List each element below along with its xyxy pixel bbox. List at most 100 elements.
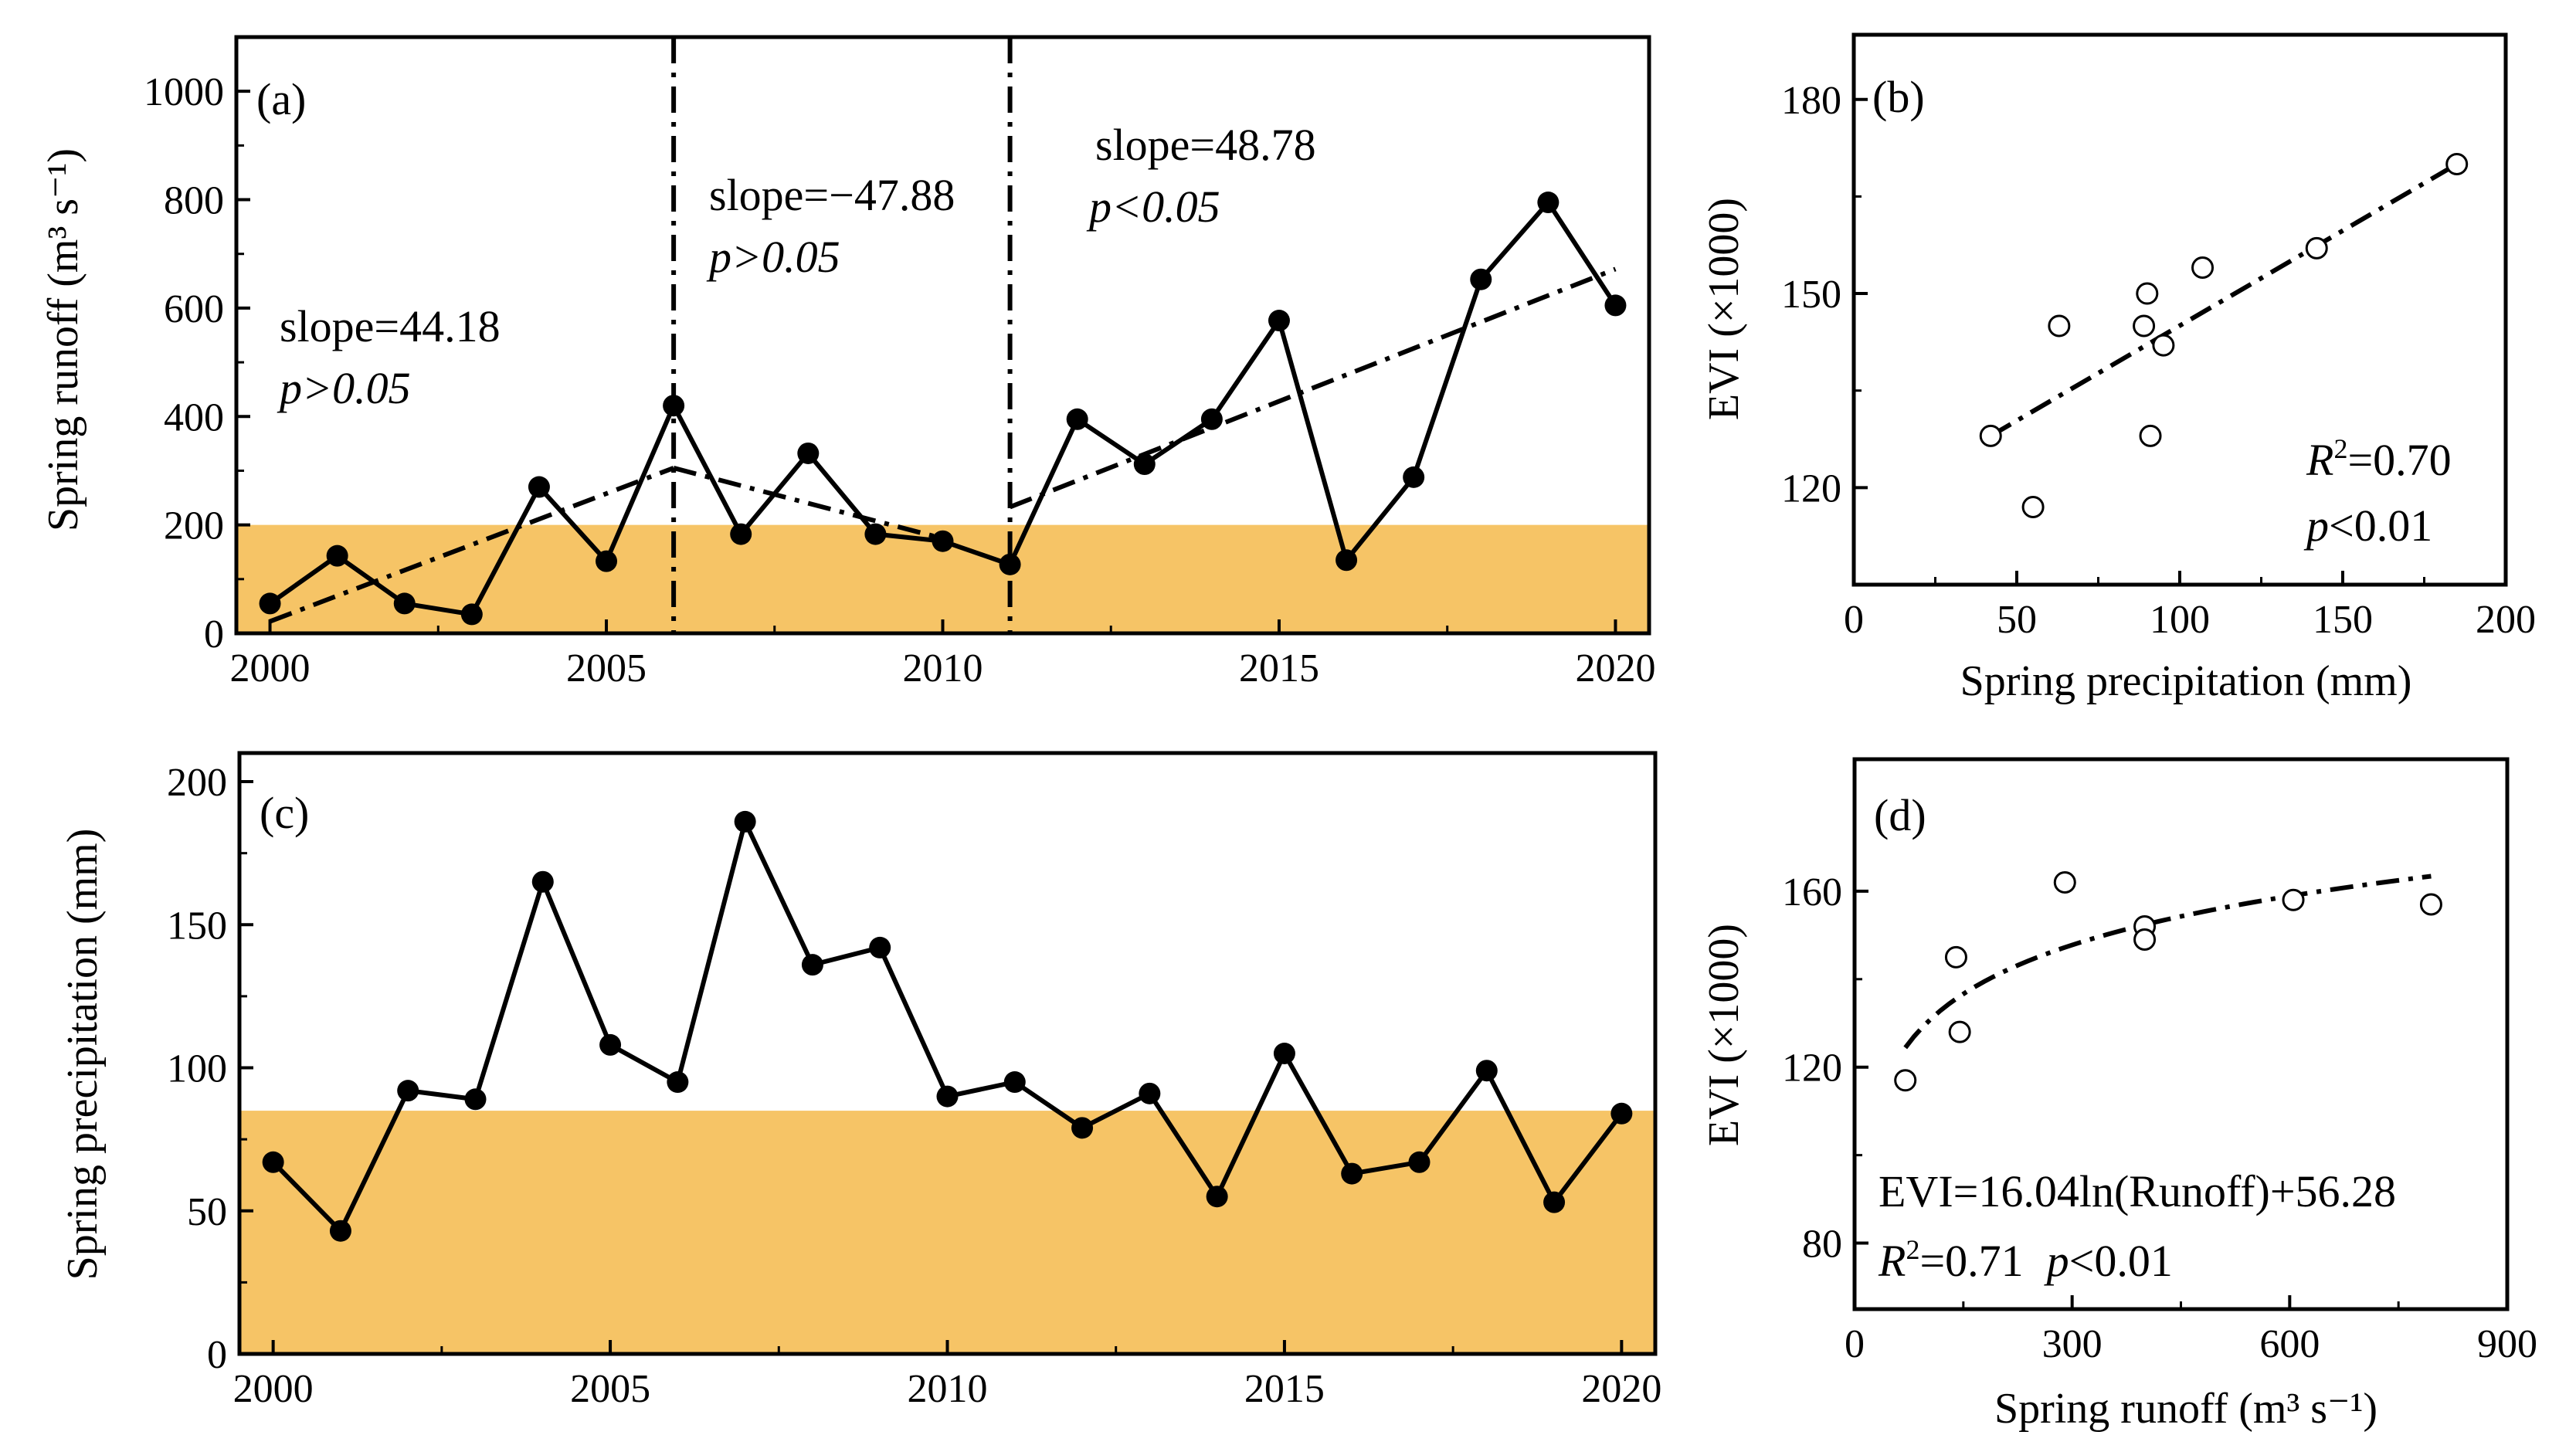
x-tick-label: 2020	[1575, 646, 1655, 690]
precip-point	[1139, 1082, 1161, 1104]
runoff-point	[1336, 549, 1358, 572]
runoff-point	[1200, 408, 1223, 430]
trend-line	[673, 466, 944, 541]
trend-line	[1009, 266, 1617, 510]
y-tick-label: 800	[164, 179, 224, 223]
trend1-slope: slope=44.18	[280, 301, 501, 351]
y-tick-label: 0	[204, 612, 224, 656]
precip-point	[599, 1033, 622, 1056]
x-tick-label: 100	[2150, 598, 2210, 642]
x-tick-label: 900	[2477, 1322, 2537, 1366]
x-tick-label: 2005	[566, 646, 647, 690]
panel-d-fit-curve	[1903, 874, 2432, 1050]
precip-point	[464, 1088, 487, 1111]
panel-d-r2: R2=0.71 p<0.01	[1878, 1234, 2173, 1286]
panel-b-label: (b)	[1872, 72, 1925, 122]
y-tick-label: 180	[1781, 79, 1841, 123]
x-tick-label: 2015	[1244, 1367, 1325, 1411]
panel-c-points	[262, 810, 1633, 1242]
precip-point	[734, 810, 756, 833]
panel-c-x-ticks: 2000 2005 2010 2015 2020	[233, 1340, 1661, 1411]
precip-point	[1071, 1117, 1094, 1139]
x-tick-label: 2005	[570, 1367, 650, 1411]
y-tick-label: 80	[1802, 1223, 1842, 1267]
panel-d-label: (d)	[1874, 790, 1926, 840]
panel-b-ylabel: EVI (×1000)	[1700, 198, 1748, 420]
runoff-point	[1470, 268, 1492, 290]
evi-runoff-point	[2282, 888, 2305, 911]
runoff-point	[864, 523, 887, 545]
evi-precip-point	[2191, 256, 2215, 280]
panel-c-ylabel: Spring precipitation (mm)	[59, 829, 107, 1281]
runoff-point	[932, 530, 954, 552]
evi-precip-point	[2136, 282, 2159, 305]
y-tick-label: 400	[164, 395, 224, 439]
panel-d-xlabel: Spring runoff (m³ s⁻¹)	[1994, 1385, 2377, 1433]
panel-d: 0 300 600 900 80 120 160 (d) Spring runoff (m…	[1700, 757, 2537, 1433]
runoff-point	[1268, 310, 1290, 332]
evi-runoff-point	[1944, 945, 1967, 969]
runoff-point	[528, 476, 550, 498]
x-tick-label: 0	[1844, 598, 1864, 642]
trend2-slope: slope=−47.88	[709, 170, 955, 220]
precip-point	[1003, 1071, 1026, 1094]
x-tick-label: 600	[2259, 1322, 2320, 1366]
panel-a-y-ticks: 0 200 400 600 800 1000	[144, 70, 250, 656]
evi-precip-point	[2445, 153, 2469, 176]
runoff-point	[1133, 453, 1156, 476]
y-tick-label: 150	[1781, 273, 1841, 317]
y-tick-label: 50	[187, 1190, 227, 1234]
evi-runoff-point	[1894, 1069, 1917, 1092]
x-tick-label: 2020	[1581, 1367, 1661, 1411]
precip-point	[801, 954, 823, 976]
trend1-p: p>0.05	[277, 363, 411, 413]
precip-point	[1341, 1162, 1363, 1185]
runoff-point	[393, 592, 416, 615]
x-tick-label: 2015	[1239, 646, 1319, 690]
x-tick-label: 0	[1845, 1322, 1865, 1366]
evi-runoff-point	[2133, 928, 2157, 952]
evi-precip-point	[2139, 424, 2162, 447]
precip-point	[1610, 1102, 1633, 1125]
x-tick-label: 2010	[903, 646, 983, 690]
panel-b-y-ticks: 120 150 180	[1781, 79, 1868, 511]
runoff-point	[326, 544, 348, 567]
panel-b-fit-line	[1989, 161, 2459, 438]
trend3-slope: slope=48.78	[1095, 120, 1316, 170]
y-tick-label: 150	[167, 904, 227, 948]
y-tick-label: 200	[167, 761, 227, 805]
precip-point	[1543, 1191, 1566, 1213]
runoff-point	[1403, 466, 1425, 488]
trend2-p: p>0.05	[706, 232, 840, 282]
panel-a-trend-lines	[269, 266, 1617, 624]
x-tick-label: 2010	[908, 1367, 988, 1411]
x-tick-label: 150	[2313, 598, 2373, 642]
evi-precip-point	[2152, 334, 2175, 357]
y-tick-label: 0	[207, 1333, 227, 1377]
panel-a-points	[259, 192, 1627, 626]
evi-runoff-point	[2419, 893, 2442, 916]
precip-point	[1273, 1043, 1295, 1064]
y-tick-label: 1000	[144, 70, 224, 114]
precip-point	[936, 1085, 959, 1108]
runoff-point	[797, 442, 820, 464]
y-tick-label: 160	[1782, 870, 1842, 914]
x-tick-label: 2000	[230, 646, 311, 690]
precip-point	[869, 936, 891, 958]
panel-b-p: p<0.01	[2303, 500, 2432, 551]
panel-c-label: (c)	[260, 788, 309, 838]
panel-d-points	[1894, 870, 2442, 1092]
precip-point	[1475, 1060, 1498, 1082]
panel-a-ylabel: Spring runoff (m³ s⁻¹)	[39, 148, 87, 531]
y-tick-label: 100	[167, 1047, 227, 1091]
x-tick-label: 50	[1997, 598, 2037, 642]
trend3-p: p<0.05	[1086, 182, 1220, 232]
x-tick-label: 2000	[233, 1367, 314, 1411]
panel-a-breakpoints	[671, 37, 1013, 633]
panel-c-y-ticks: 0 50 100 150 200	[167, 761, 253, 1377]
y-tick-label: 120	[1782, 1047, 1842, 1091]
evi-precip-point	[2021, 495, 2045, 518]
evi-precip-point	[2305, 236, 2328, 260]
runoff-point	[1066, 408, 1088, 430]
